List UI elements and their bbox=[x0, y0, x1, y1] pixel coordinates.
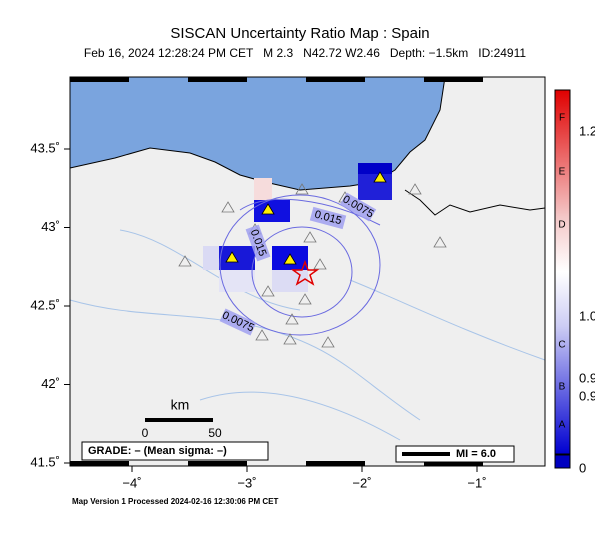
station bbox=[373, 171, 387, 183]
footer: Map Version 1 Processed 2024-02-16 12:30… bbox=[72, 497, 278, 506]
lat-tick-label: 43.5˚ bbox=[30, 140, 60, 155]
contour-label-box bbox=[339, 192, 377, 222]
subtitle: Feb 16, 2024 12:28:24 PM CET M 2.3 N42.7… bbox=[84, 46, 526, 60]
contours bbox=[219, 194, 381, 336]
uncertainty-cells bbox=[203, 163, 392, 292]
colorbar bbox=[554, 89, 571, 455]
station bbox=[285, 313, 299, 325]
contour-label-box bbox=[309, 206, 347, 230]
colorbar-grade: B bbox=[559, 382, 566, 393]
contour-label-box bbox=[219, 308, 257, 336]
station bbox=[283, 253, 297, 265]
station bbox=[295, 183, 309, 195]
station bbox=[313, 258, 327, 270]
frame-bar bbox=[188, 77, 247, 82]
station bbox=[261, 285, 275, 297]
frame-bar bbox=[188, 461, 247, 466]
sea bbox=[69, 76, 446, 191]
frame-bar bbox=[306, 461, 365, 466]
lon-tick-label: −2˚ bbox=[352, 475, 371, 490]
colorbar-grade: E bbox=[559, 167, 566, 178]
colorbar-grade: F bbox=[559, 113, 565, 124]
frame-bar bbox=[306, 77, 365, 82]
lon-tick-label: −4˚ bbox=[122, 475, 141, 490]
station bbox=[321, 336, 335, 348]
station bbox=[433, 236, 447, 248]
station bbox=[298, 293, 312, 305]
border bbox=[404, 189, 546, 216]
lat-tick-label: 42˚ bbox=[41, 376, 60, 391]
grade-box bbox=[81, 441, 269, 461]
title: SISCAN Uncertainty Ratio Map : Spain bbox=[170, 25, 429, 42]
frame-bar bbox=[70, 77, 129, 82]
contour-label: 0.015 bbox=[309, 206, 347, 230]
colorbar-label: 0 bbox=[579, 460, 586, 475]
colorbar-label: 0.9 bbox=[579, 388, 595, 403]
frame-bar bbox=[424, 77, 483, 82]
station bbox=[283, 333, 297, 345]
colorbar-label: 1.2 bbox=[579, 123, 595, 138]
colorbar-label: 1.0 bbox=[579, 308, 595, 323]
station bbox=[178, 255, 192, 267]
lon-tick-label: −1˚ bbox=[467, 475, 486, 490]
scale-end: 50 bbox=[208, 426, 222, 440]
lat-tick-label: 43˚ bbox=[41, 219, 60, 234]
contour-label-box bbox=[245, 224, 271, 262]
frame-bar bbox=[70, 461, 129, 466]
colorbar-grade: A bbox=[559, 420, 566, 431]
station bbox=[225, 251, 239, 263]
station bbox=[303, 231, 317, 243]
lat-tick-label: 42.5˚ bbox=[30, 297, 60, 312]
mi: MI = 6.0 bbox=[456, 448, 496, 460]
lon-tick-label: −3˚ bbox=[237, 475, 256, 490]
grade: GRADE: – (Mean sigma: –) bbox=[88, 445, 227, 457]
scale-start: 0 bbox=[142, 426, 149, 440]
colorbar-label: 0.9 bbox=[579, 370, 595, 385]
colorbar-grade: C bbox=[558, 340, 565, 351]
station bbox=[221, 201, 235, 213]
station bbox=[261, 203, 275, 215]
frame-bar bbox=[424, 461, 483, 466]
lat-tick-label: 41.5˚ bbox=[30, 454, 60, 469]
station bbox=[408, 183, 422, 195]
colorbar-grade: D bbox=[558, 220, 565, 231]
scale-unit: km bbox=[171, 397, 190, 413]
colorbar-base bbox=[554, 454, 571, 469]
epicenter bbox=[290, 259, 320, 286]
station bbox=[255, 329, 269, 341]
mi-box bbox=[395, 445, 515, 463]
